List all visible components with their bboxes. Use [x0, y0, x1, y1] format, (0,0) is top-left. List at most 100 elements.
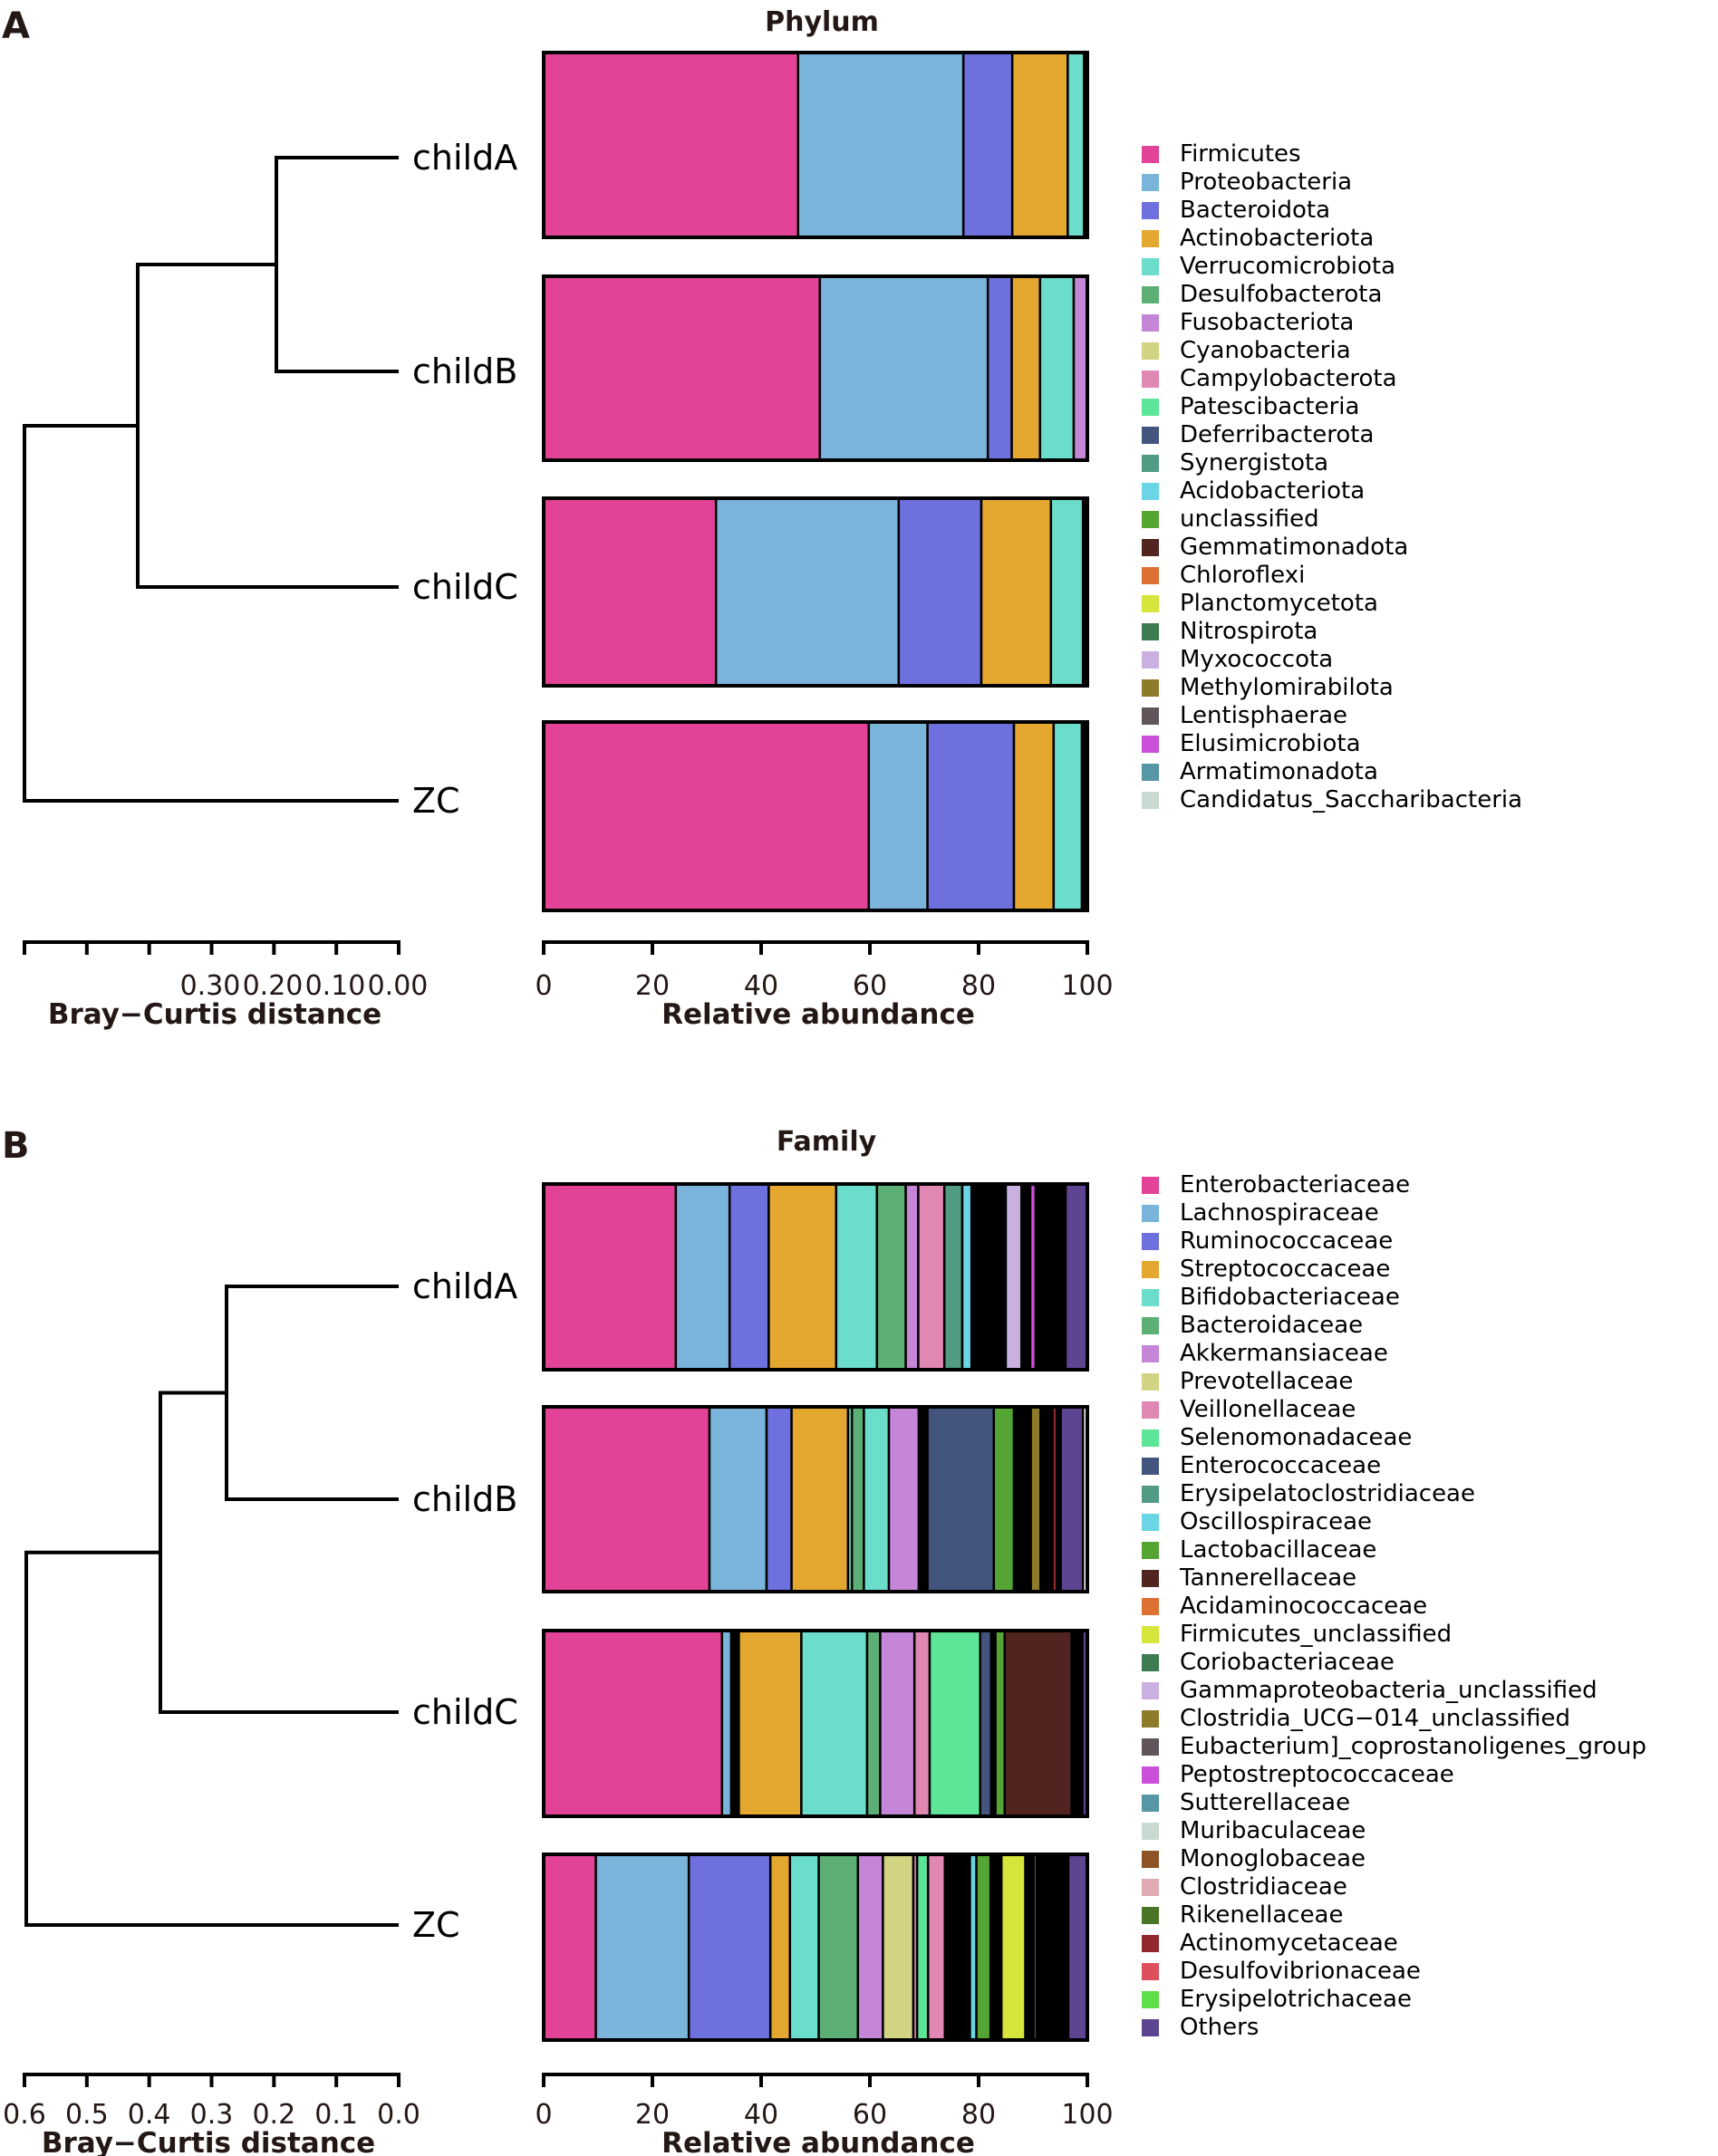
bar-segment-childC-lachnospiraceae — [720, 1629, 733, 1818]
bar-segment-ZC-firmicutes-unclassified — [999, 1853, 1027, 2042]
dendrogram-tick-label: 0.20 — [243, 970, 304, 1002]
legend-swatch — [1142, 1851, 1159, 1868]
bar-segment-childA-bacteroidota — [961, 51, 1014, 239]
legend-swatch — [1142, 1233, 1159, 1250]
bar-segment-childB-proteobacteria — [818, 274, 989, 462]
dendrogram-branch-zc — [23, 424, 399, 803]
legend-label: Bifidobacteriaceae — [1180, 1284, 1400, 1311]
legend-label: Gammaproteobacteria_unclassified — [1180, 1677, 1597, 1704]
x-tick-label: 60 — [853, 2099, 887, 2131]
phylum-x-axis-title: Relative abundance — [661, 998, 975, 1031]
x-tick-label: 80 — [961, 2099, 996, 2131]
bar-segment-ZC-streptococcaceae — [768, 1853, 792, 2042]
legend-label: Acidobacteriota — [1180, 477, 1365, 505]
bar-segment-childA-enterobacteriaceae — [542, 1182, 678, 1372]
legend-swatch — [1142, 399, 1159, 416]
legend-label: Oscillospiraceae — [1180, 1508, 1372, 1535]
legend-label: Tannerellaceae — [1179, 1564, 1356, 1592]
legend-swatch — [1142, 174, 1159, 191]
legend-swatch — [1142, 1429, 1159, 1447]
x-tick-label: 20 — [635, 970, 670, 1002]
legend-swatch — [1142, 707, 1159, 725]
legend-swatch — [1142, 1261, 1159, 1278]
bar-segment-ZC-minor-black — [1024, 1853, 1035, 2042]
legend-swatch — [1142, 1514, 1159, 1531]
legend-label: Streptococcaceae — [1180, 1256, 1390, 1283]
legend-label: Firmicutes_unclassified — [1180, 1621, 1452, 1648]
legend-swatch — [1142, 1373, 1159, 1391]
dendrogram-tick-label: 0.3 — [190, 2099, 234, 2131]
legend-label: Clostridia_UCG−014_unclassified — [1180, 1705, 1570, 1732]
legend-label: Coriobacteriaceae — [1180, 1649, 1395, 1676]
legend-swatch — [1142, 2019, 1159, 2036]
bar-segment-childC-akkermansiaceae — [879, 1629, 916, 1818]
legend-swatch — [1142, 230, 1159, 247]
bar-segment-childA-erysipelatoclostridiaceae — [942, 1182, 964, 1372]
bar-segment-childB-clostridia-ucg-014-unclassified — [1029, 1405, 1042, 1593]
legend-swatch — [1142, 455, 1159, 472]
bar-segment-ZC-proteobacteria — [867, 720, 929, 912]
legend-swatch — [1142, 1345, 1159, 1362]
legend-label: Lactobacillaceae — [1180, 1536, 1376, 1564]
legend-swatch — [1142, 539, 1159, 556]
bar-segment-childB-actinobacteriota — [1010, 274, 1042, 462]
dendrogram-leaf-label: childA — [412, 1266, 517, 1306]
bar-segment-childB-streptococcaceae — [790, 1405, 850, 1593]
bar-segment-ZC-bacteroidota — [926, 720, 1016, 912]
bar-segment-childC-verrucomicrobiota — [1049, 496, 1085, 688]
x-tick-label: 20 — [635, 2099, 670, 2131]
legend-label: Myxococcota — [1180, 646, 1333, 673]
legend-swatch — [1142, 1682, 1159, 1699]
legend-swatch — [1142, 427, 1159, 444]
legend-label: Chloroflexi — [1180, 562, 1305, 589]
legend-label: Monoglobaceae — [1180, 1845, 1366, 1872]
panel-letter-b: B — [2, 1125, 30, 1167]
bar-segment-ZC-firmicutes — [542, 720, 871, 912]
x-tick-label: 80 — [961, 970, 996, 1002]
legend-swatch — [1142, 1991, 1159, 2008]
legend-label: Methylomirabilota — [1180, 674, 1394, 701]
dendrogram-leaf-label: childB — [412, 351, 517, 391]
bar-segment-childA-actinobacteriota — [1010, 51, 1069, 239]
bar-segment-childA-veillonellaceae — [917, 1182, 946, 1372]
bar-segment-ZC-minor-black — [989, 1853, 1003, 2042]
dendrogram-tick-label: 0.1 — [314, 2099, 358, 2131]
family-chart-title: Family — [777, 1126, 877, 1158]
legend-label: Veillonellaceae — [1180, 1396, 1356, 1423]
legend-swatch — [1142, 1205, 1159, 1222]
legend-label: Verrucomicrobiota — [1180, 253, 1395, 280]
bar-segment-childB-bacteroidota — [986, 274, 1013, 462]
legend-label: Erysipelotrichaceae — [1180, 1986, 1412, 2013]
legend-swatch — [1142, 567, 1159, 584]
bar-segment-childB-minor-black — [917, 1405, 929, 1593]
bar-segment-childB-bacteroidaceae — [850, 1405, 865, 1593]
bar-segment-childC-tannerellaceae — [1003, 1629, 1073, 1818]
legend-label: Nitrospirota — [1180, 618, 1317, 645]
legend-swatch — [1142, 1177, 1159, 1194]
legend-label: Prevotellaceae — [1180, 1368, 1353, 1395]
legend-swatch — [1142, 371, 1159, 388]
phylum-chart-title: Phylum — [765, 6, 879, 38]
bar-segment-childB-akkermansiaceae — [887, 1405, 921, 1593]
bar-segment-ZC-ruminococcaceae — [687, 1853, 772, 2042]
legend-label: Rikenellaceae — [1180, 1901, 1344, 1929]
legend-label: Cyanobacteria — [1180, 337, 1351, 364]
bar-segment-childC-actinobacteriota — [980, 496, 1053, 688]
bar-segment-childC-minor-black — [1070, 1629, 1084, 1818]
legend-swatch — [1142, 1570, 1159, 1587]
bar-segment-childB-minor-black — [1039, 1405, 1054, 1593]
bar-segment-childB-lactobacillaceae — [992, 1405, 1016, 1593]
legend-label: Proteobacteria — [1180, 168, 1352, 196]
legend-label: Desulfobacterota — [1180, 281, 1382, 308]
bar-segment-childC-bacteroidaceae — [865, 1629, 882, 1818]
legend-label: Sutterellaceae — [1180, 1789, 1350, 1816]
legend-label: Ruminococcaceae — [1180, 1227, 1393, 1255]
legend-swatch — [1142, 483, 1159, 500]
legend-label: Peptostreptococcaceae — [1180, 1761, 1454, 1788]
bar-segment-ZC-lactobacillaceae — [975, 1853, 992, 2042]
bar-segment-childB-verrucomicrobiota — [1038, 274, 1076, 462]
legend-swatch — [1142, 792, 1159, 809]
bar-outline-ZC — [542, 720, 1089, 912]
dendrogram-tick-label: 0.4 — [128, 2099, 171, 2131]
